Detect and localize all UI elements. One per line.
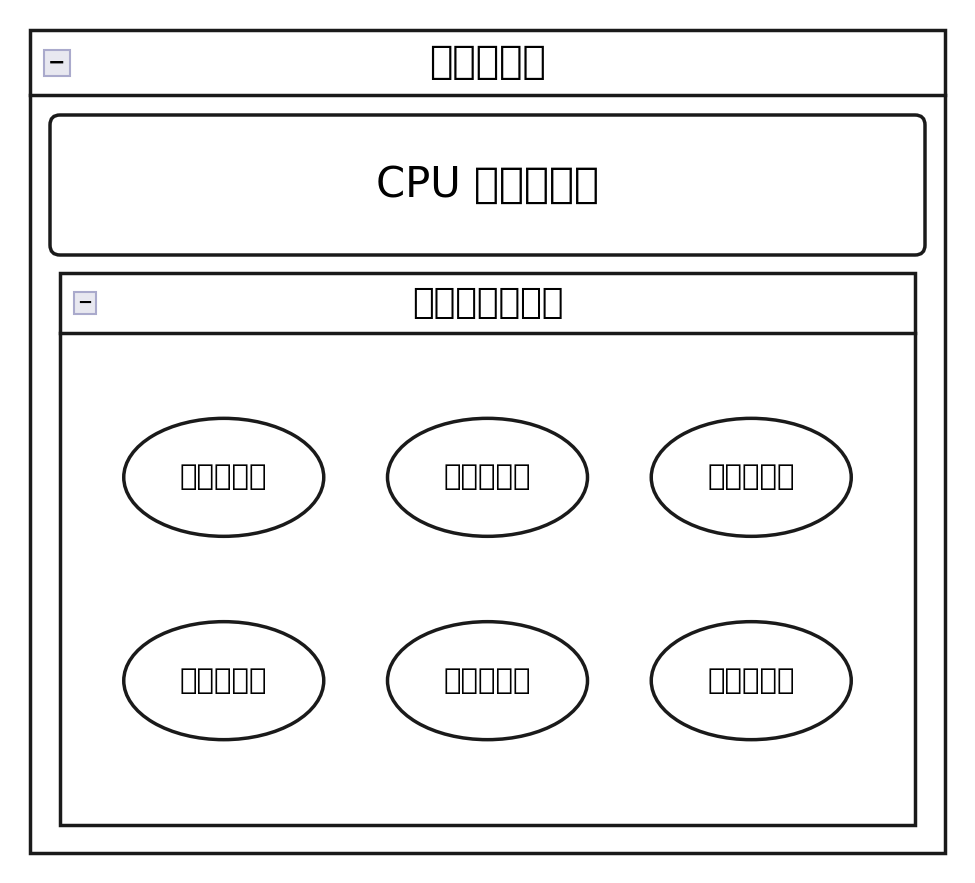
Text: 物理内存块: 物理内存块 <box>444 464 531 491</box>
Ellipse shape <box>651 622 851 740</box>
Text: 进程私有内存池: 进程私有内存池 <box>411 286 564 320</box>
Bar <box>74 292 96 314</box>
Bar <box>44 49 70 76</box>
Text: 物理内存块: 物理内存块 <box>180 667 267 695</box>
Text: CPU 调度上下文: CPU 调度上下文 <box>376 164 599 206</box>
Ellipse shape <box>387 622 588 740</box>
Text: −: − <box>48 52 65 72</box>
Ellipse shape <box>124 419 324 536</box>
FancyBboxPatch shape <box>50 115 925 255</box>
Text: 物理内存块: 物理内存块 <box>180 464 267 491</box>
Ellipse shape <box>124 622 324 740</box>
Text: 物理内存块: 物理内存块 <box>708 464 795 491</box>
Bar <box>60 273 915 825</box>
Text: −: − <box>77 294 93 312</box>
Text: 资源集装箱: 资源集装箱 <box>429 43 546 81</box>
Ellipse shape <box>651 419 851 536</box>
Ellipse shape <box>387 419 588 536</box>
Text: 物理内存块: 物理内存块 <box>444 667 531 695</box>
Text: 物理内存块: 物理内存块 <box>708 667 795 695</box>
